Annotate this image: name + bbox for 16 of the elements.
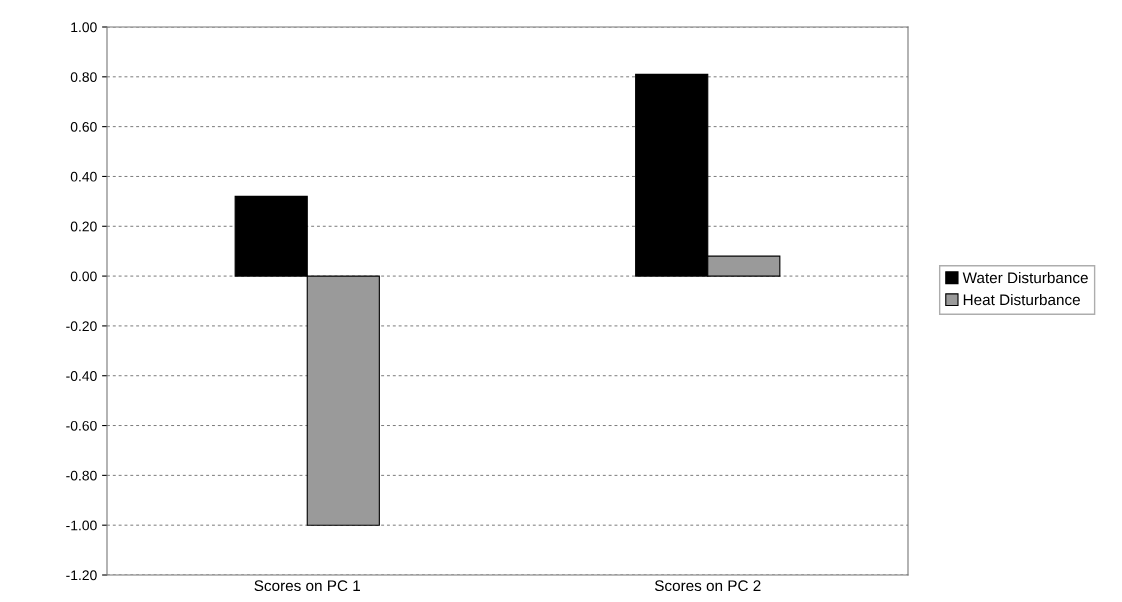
y-tick-label: -0.80: [66, 470, 97, 481]
y-tick-label: 0.20: [70, 221, 97, 232]
y-tick-label: -1.20: [66, 570, 97, 581]
y-tick-label: 0.00: [70, 271, 97, 282]
legend-label: Water Disturbance: [962, 271, 1088, 284]
y-tick-label: -0.20: [66, 321, 97, 332]
y-tick-label: 0.40: [70, 171, 97, 182]
x-tick-label: Scores on PC 2: [654, 580, 761, 592]
y-tick-label: 0.80: [70, 72, 97, 82]
y-tick-label: 1.00: [71, 22, 97, 33]
y-tick-label: 0.60: [70, 121, 97, 132]
legend-label: Heat Disturbance: [963, 293, 1080, 306]
y-tick-label: -0.60: [66, 420, 97, 431]
y-tick-label: -1.00: [66, 520, 97, 531]
y-tick-label: -0.40: [66, 371, 97, 381]
x-tick-label: Scores on PC 1: [254, 580, 360, 592]
